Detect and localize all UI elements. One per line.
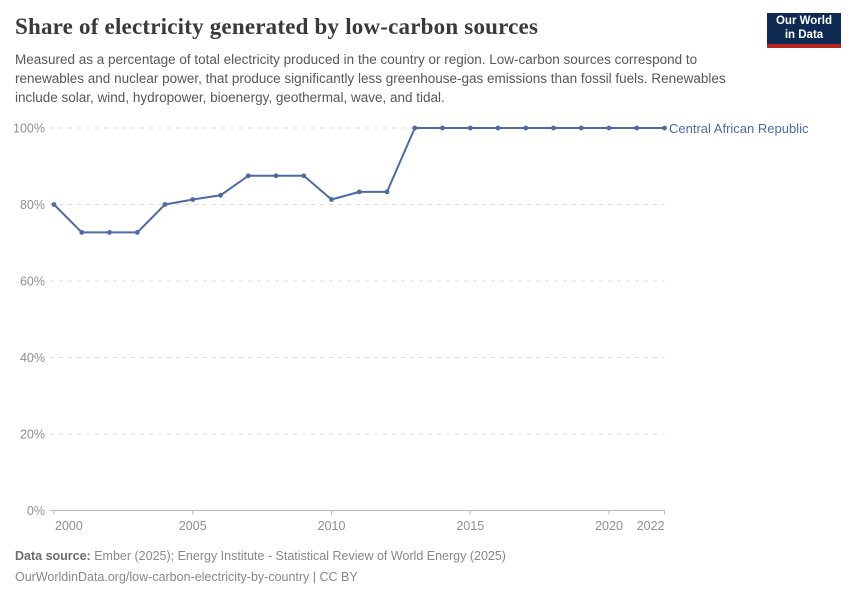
data-point-marker bbox=[245, 173, 251, 179]
data-point-marker bbox=[79, 230, 85, 235]
owid-logo-line2: in Data bbox=[784, 28, 824, 41]
data-point-marker bbox=[523, 125, 529, 131]
x-tick-label: 2022 bbox=[637, 519, 665, 533]
data-point-marker bbox=[440, 125, 445, 131]
data-point-marker bbox=[578, 125, 584, 131]
data-point-marker bbox=[495, 125, 501, 131]
y-tick-label: 0% bbox=[27, 504, 45, 518]
data-source-label: Data source: bbox=[15, 549, 91, 563]
series-label: Central African Republic bbox=[669, 121, 809, 136]
y-tick-label: 100% bbox=[13, 122, 45, 136]
x-tick-label: 2010 bbox=[318, 519, 346, 533]
y-tick-label: 40% bbox=[20, 351, 45, 365]
series-line bbox=[53, 127, 666, 234]
y-tick-label: 60% bbox=[20, 275, 45, 289]
data-point-marker bbox=[329, 197, 334, 202]
data-point-marker bbox=[356, 189, 362, 195]
page-title: Share of electricity generated by low-ca… bbox=[15, 14, 539, 39]
y-tick-label: 80% bbox=[20, 198, 45, 212]
license-line: OurWorldinData.org/low-carbon-electricit… bbox=[15, 570, 358, 584]
x-tick-label: 2005 bbox=[179, 519, 207, 533]
x-tick-label: 2015 bbox=[456, 519, 484, 533]
owid-logo-line1: Our World bbox=[775, 15, 832, 27]
data-point-marker bbox=[107, 230, 112, 235]
chart-footer: Data source: Ember (2025); Energy Instit… bbox=[15, 546, 835, 587]
data-point-marker bbox=[467, 125, 473, 131]
data-point-marker bbox=[51, 202, 57, 207]
data-point-marker bbox=[218, 192, 223, 198]
data-point-marker bbox=[606, 125, 612, 131]
data-source-text: Ember (2025); Energy Institute - Statist… bbox=[94, 549, 506, 563]
data-point-marker bbox=[384, 189, 390, 195]
data-source-line: Data source: Ember (2025); Energy Instit… bbox=[15, 546, 835, 566]
data-point-marker bbox=[190, 197, 196, 202]
data-point-marker bbox=[301, 173, 307, 179]
data-point-marker bbox=[273, 173, 279, 179]
data-point-marker bbox=[634, 125, 640, 131]
data-point-marker bbox=[412, 125, 418, 131]
data-point-marker bbox=[134, 230, 140, 235]
data-point-marker bbox=[162, 202, 168, 207]
y-tick-label: 20% bbox=[20, 428, 45, 442]
x-tick-label: 2020 bbox=[595, 519, 623, 533]
data-point-marker bbox=[551, 125, 556, 131]
data-point-marker bbox=[662, 125, 667, 131]
owid-logo: Our World in Data bbox=[767, 13, 841, 48]
chart-subtitle: Measured as a percentage of total electr… bbox=[15, 52, 726, 105]
x-tick-label: 2000 bbox=[55, 519, 83, 533]
